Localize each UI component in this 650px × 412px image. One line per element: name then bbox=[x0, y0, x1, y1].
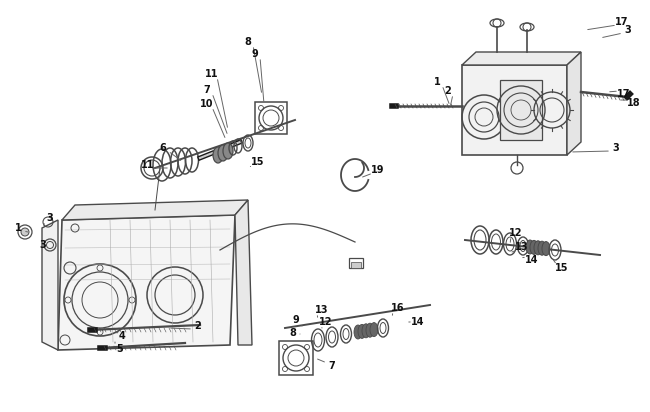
Ellipse shape bbox=[534, 241, 542, 255]
Text: 13: 13 bbox=[315, 305, 329, 315]
Text: 2: 2 bbox=[445, 86, 451, 96]
Polygon shape bbox=[462, 52, 581, 65]
Polygon shape bbox=[62, 200, 248, 220]
Text: 13: 13 bbox=[515, 242, 528, 252]
Text: 19: 19 bbox=[371, 165, 385, 175]
Polygon shape bbox=[58, 215, 235, 350]
Ellipse shape bbox=[358, 324, 366, 338]
Ellipse shape bbox=[223, 143, 233, 159]
Polygon shape bbox=[567, 52, 581, 155]
Ellipse shape bbox=[213, 147, 223, 163]
Ellipse shape bbox=[366, 323, 374, 337]
Bar bbox=[255, 102, 287, 134]
Text: 6: 6 bbox=[160, 143, 166, 153]
Ellipse shape bbox=[362, 324, 370, 338]
Text: 7: 7 bbox=[203, 85, 211, 95]
Text: 3: 3 bbox=[612, 143, 619, 153]
Text: 5: 5 bbox=[116, 344, 124, 354]
Ellipse shape bbox=[542, 241, 550, 255]
Text: 3: 3 bbox=[625, 25, 631, 35]
Text: 1: 1 bbox=[434, 77, 441, 87]
Text: 18: 18 bbox=[627, 98, 641, 108]
Text: 3: 3 bbox=[40, 240, 46, 250]
Text: 14: 14 bbox=[411, 317, 424, 327]
Text: 17: 17 bbox=[618, 89, 630, 99]
Circle shape bbox=[21, 228, 29, 236]
Polygon shape bbox=[462, 65, 567, 155]
Ellipse shape bbox=[370, 323, 378, 337]
Ellipse shape bbox=[354, 325, 362, 339]
Ellipse shape bbox=[538, 241, 546, 255]
Text: 16: 16 bbox=[391, 303, 405, 313]
Ellipse shape bbox=[218, 145, 228, 161]
Text: 8: 8 bbox=[289, 328, 296, 338]
Polygon shape bbox=[235, 200, 252, 345]
Text: 8: 8 bbox=[244, 37, 252, 47]
Bar bbox=[349, 258, 363, 268]
Bar bbox=[351, 262, 361, 268]
Text: 15: 15 bbox=[252, 157, 265, 167]
Text: 2: 2 bbox=[194, 321, 202, 331]
Ellipse shape bbox=[526, 240, 534, 254]
Text: 11: 11 bbox=[141, 160, 155, 170]
Text: 15: 15 bbox=[555, 263, 569, 273]
Text: 11: 11 bbox=[205, 69, 219, 79]
Text: 12: 12 bbox=[509, 228, 523, 238]
Polygon shape bbox=[42, 220, 58, 350]
Text: 17: 17 bbox=[616, 17, 629, 27]
Text: 4: 4 bbox=[118, 331, 125, 341]
Text: 9: 9 bbox=[252, 49, 259, 59]
Text: 3: 3 bbox=[47, 213, 53, 223]
Text: 9: 9 bbox=[292, 315, 300, 325]
Ellipse shape bbox=[530, 240, 538, 254]
Text: 10: 10 bbox=[200, 99, 214, 109]
Bar bbox=[279, 341, 313, 375]
Text: 1: 1 bbox=[14, 223, 21, 233]
Text: 7: 7 bbox=[329, 361, 335, 371]
Text: 14: 14 bbox=[525, 255, 539, 265]
Polygon shape bbox=[500, 80, 542, 140]
Text: 12: 12 bbox=[319, 317, 333, 327]
